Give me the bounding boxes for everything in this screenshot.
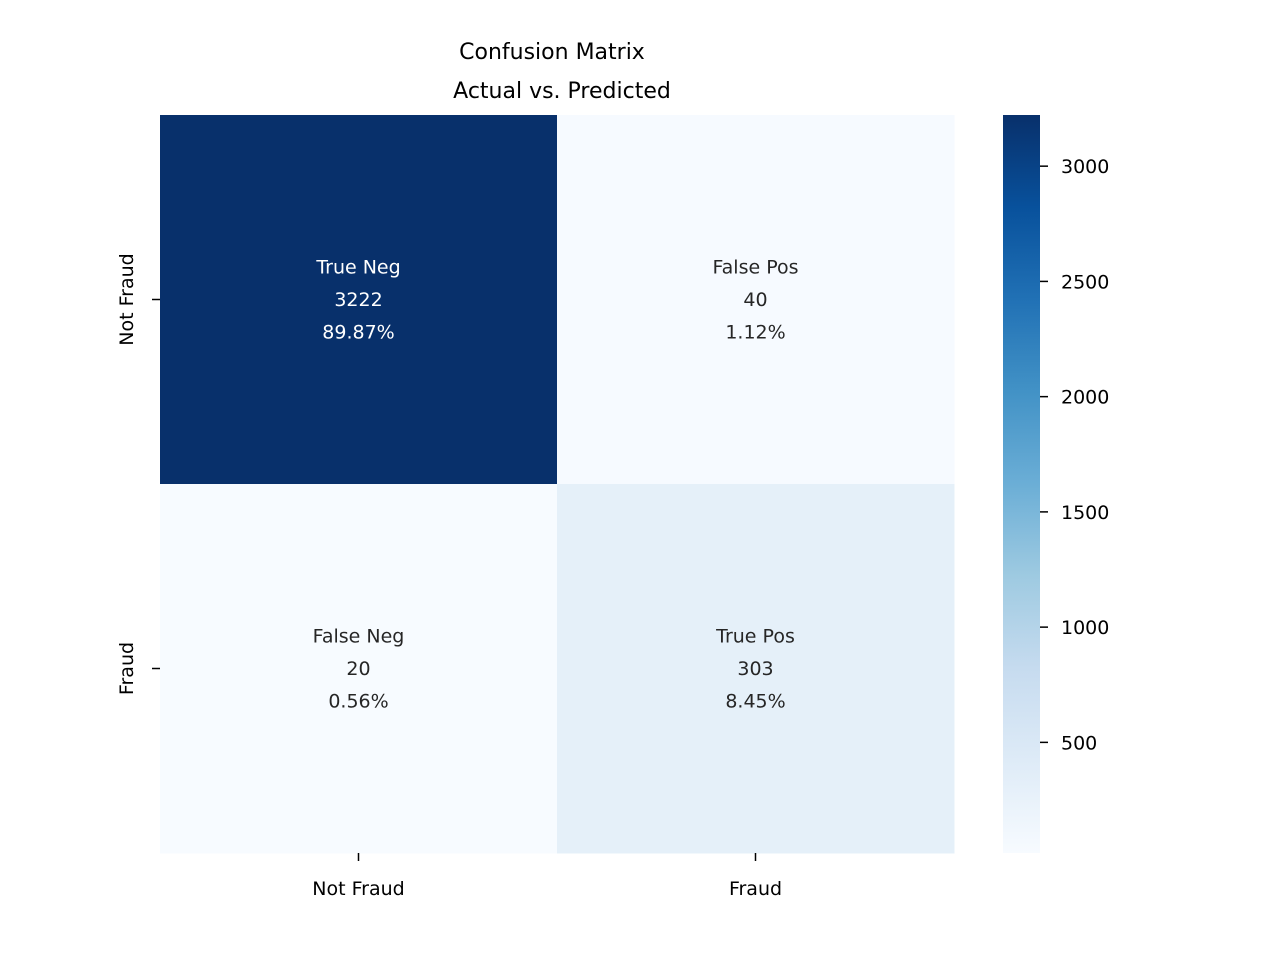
y-tick-label: Not Fraud: [116, 253, 138, 345]
x-axis: Not Fraud Fraud: [312, 853, 782, 900]
cell-count: 3222: [334, 289, 382, 311]
cell-label: True Pos: [715, 626, 795, 648]
colorbar-tick-label: 1500: [1061, 502, 1109, 524]
heatmap-cell: [160, 115, 558, 485]
cell-label: False Pos: [712, 257, 798, 279]
colorbar-gradient: [1003, 115, 1040, 853]
colorbar-tick-label: 2500: [1061, 271, 1109, 293]
colorbar-tick-label: 2000: [1061, 387, 1109, 409]
cell-percent: 8.45%: [725, 691, 785, 713]
colorbar-tick-label: 3000: [1061, 156, 1109, 178]
chart-title-line-1: Confusion Matrix: [459, 40, 645, 65]
chart-title-line-2: Actual vs. Predicted: [453, 79, 671, 104]
colorbar-tick-label: 1000: [1061, 617, 1109, 639]
cell-count: 20: [346, 658, 370, 680]
y-tick-label: Fraud: [116, 642, 138, 695]
x-tick-label: Not Fraud: [312, 878, 404, 900]
cell-percent: 89.87%: [322, 322, 394, 344]
cell-label: False Neg: [313, 626, 405, 648]
heatmap-grid: True Neg 3222 89.87% False Pos 40 1.12% False …: [160, 115, 955, 854]
colorbar-ticks: 500 1000 1500 2000 2500 3000: [1040, 156, 1109, 754]
heatmap-cell: [557, 484, 955, 854]
heatmap-cell: [557, 115, 955, 485]
cell-count: 40: [743, 289, 767, 311]
heatmap-cell: [160, 484, 558, 854]
cell-count: 303: [737, 658, 773, 680]
cell-percent: 1.12%: [725, 322, 785, 344]
cell-percent: 0.56%: [328, 691, 388, 713]
x-tick-label: Fraud: [729, 878, 782, 900]
colorbar-tick-label: 500: [1061, 732, 1097, 754]
colorbar: 500 1000 1500 2000 2500 3000: [1003, 115, 1109, 853]
cell-label: True Neg: [315, 257, 400, 279]
y-axis: Not Fraud Fraud: [116, 253, 160, 695]
